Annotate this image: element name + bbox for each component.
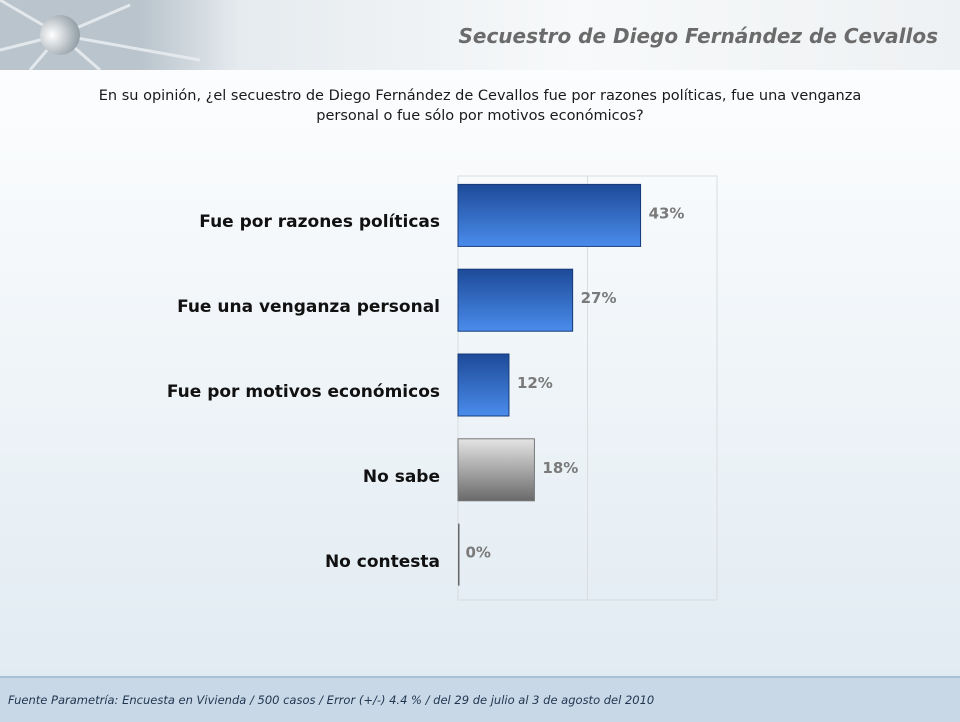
slide-title: Secuestro de Diego Fernández de Cevallos	[458, 24, 938, 48]
header-banner: Secuestro de Diego Fernández de Cevallos	[0, 0, 960, 70]
bar	[457, 183, 642, 247]
category-label: Fue una venganza personal	[177, 297, 440, 318]
bar	[458, 523, 460, 586]
category-label: Fue por razones políticas	[199, 212, 440, 233]
category-label: Fue por motivos económicos	[166, 382, 440, 402]
bar	[457, 268, 574, 332]
source-note: Fuente Parametría: Encuesta en Vivienda …	[8, 693, 655, 707]
category-label: No contesta	[324, 551, 440, 572]
bar	[457, 438, 535, 502]
footer: Fuente Parametría: Encuesta en Vivienda …	[0, 676, 960, 722]
data-label: 27%	[581, 289, 617, 307]
survey-question: En su opinión, ¿el secuestro de Diego Fe…	[98, 88, 862, 124]
data-label: 12%	[517, 374, 553, 392]
bar	[457, 353, 510, 417]
data-label: 0%	[466, 544, 491, 562]
flower-decoration-icon	[0, 0, 240, 70]
data-label: 43%	[649, 204, 685, 222]
data-label: 18%	[542, 459, 578, 477]
category-label: No sabe	[362, 466, 440, 487]
